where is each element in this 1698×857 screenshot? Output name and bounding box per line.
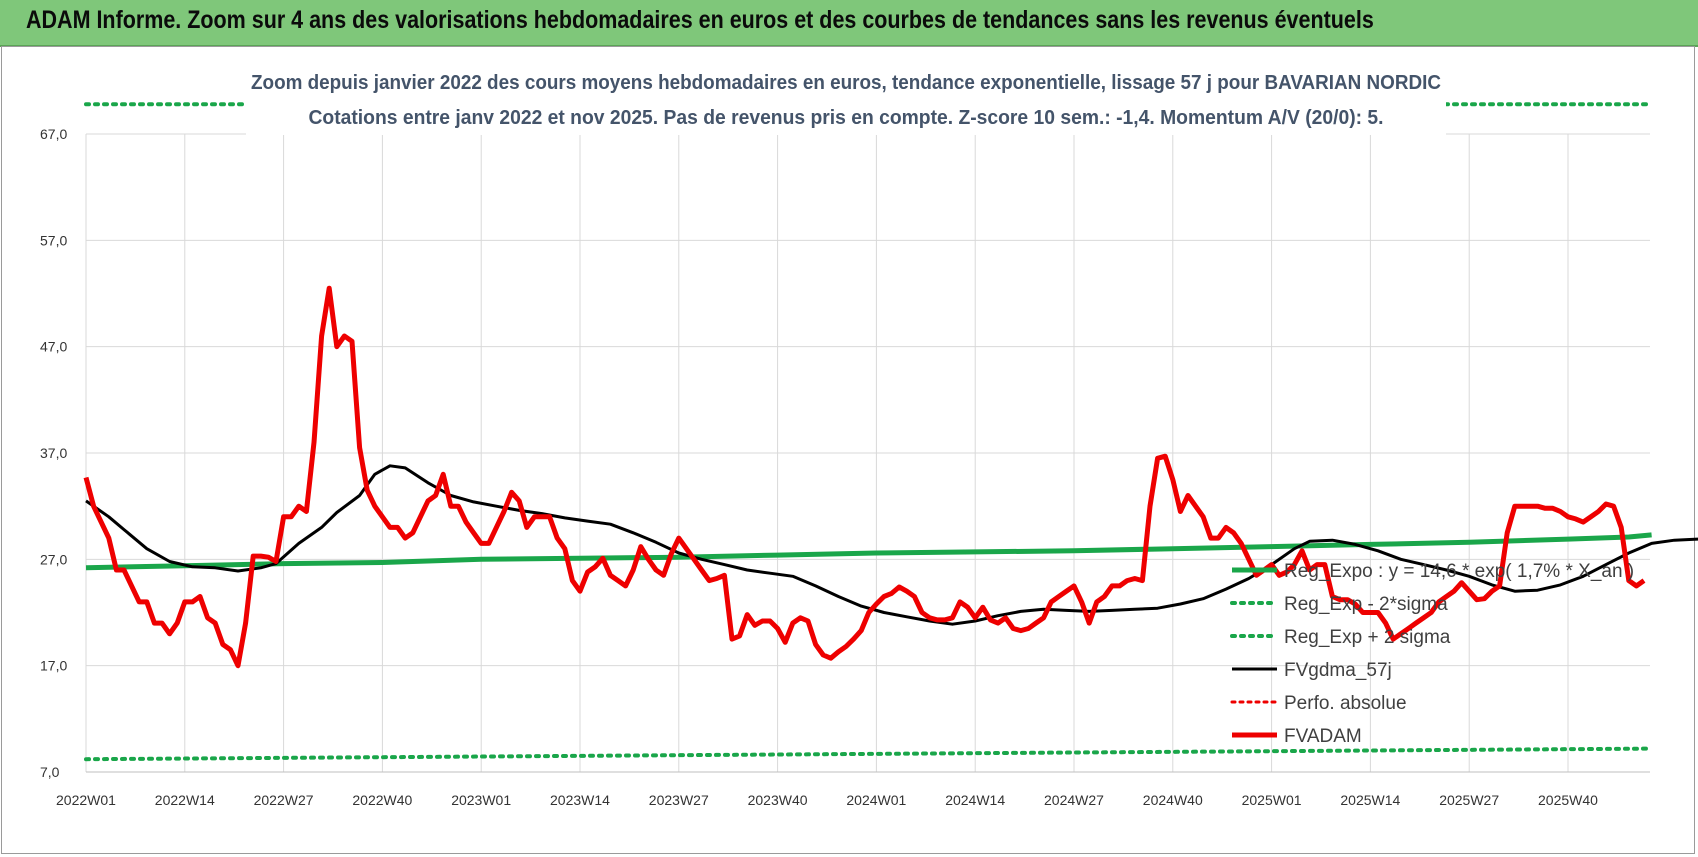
x-tick-label: 2025W40 [1538, 792, 1598, 808]
x-tick-label: 2022W40 [352, 792, 412, 808]
x-tick-label: 2024W40 [1143, 792, 1203, 808]
y-tick-label: 17,0 [40, 658, 67, 674]
x-tick-label: 2022W01 [56, 792, 116, 808]
y-tick-label: 7,0 [40, 764, 60, 780]
x-tick-label: 2023W27 [649, 792, 709, 808]
chart-frame [1, 46, 1695, 854]
x-tick-label: 2023W40 [748, 792, 808, 808]
x-tick-label: 2024W27 [1044, 792, 1104, 808]
x-tick-label: 2022W27 [254, 792, 314, 808]
y-tick-label: 67,0 [40, 126, 67, 142]
x-tick-label: 2025W01 [1242, 792, 1302, 808]
legend-label: FVADAM [1284, 726, 1362, 747]
y-tick-label: 27,0 [40, 551, 67, 567]
series-line-0 [85, 532, 1652, 571]
x-tick-label: 2023W14 [550, 792, 610, 808]
x-tick-label: 2024W01 [846, 792, 906, 808]
legend-label: Reg_Exp - 2*sigma [1284, 594, 1448, 615]
x-tick-label: 2025W14 [1340, 792, 1400, 808]
chart-subtitle: Cotations entre janv 2022 et nov 2025. P… [309, 107, 1384, 129]
series-line-1 [84, 746, 1654, 762]
legend-label: FVgdma_57j [1284, 660, 1392, 681]
x-tick-label: 2025W27 [1439, 792, 1499, 808]
x-tick-label: 2023W01 [451, 792, 511, 808]
y-tick-label: 57,0 [40, 232, 67, 248]
series-line-5 [83, 285, 1646, 669]
legend-label: Perfo. absolue [1284, 693, 1407, 714]
x-tick-label: 2022W14 [155, 792, 215, 808]
chart-title-box [246, 63, 1446, 135]
legend-label: Reg_Exp + 2 sigma [1284, 627, 1451, 648]
banner-title: ADAM Informe. Zoom sur 4 ans des valoris… [26, 6, 1374, 34]
chart-title: Zoom depuis janvier 2022 des cours moyen… [251, 72, 1441, 94]
y-tick-label: 37,0 [40, 445, 67, 461]
y-tick-label: 47,0 [40, 339, 67, 355]
legend-label: Reg_Expo : y = 14,6 * exp( 1,7% * X_an ) [1284, 561, 1634, 582]
title-banner: ADAM Informe. Zoom sur 4 ans des valoris… [0, 0, 1698, 47]
x-tick-label: 2024W14 [945, 792, 1005, 808]
